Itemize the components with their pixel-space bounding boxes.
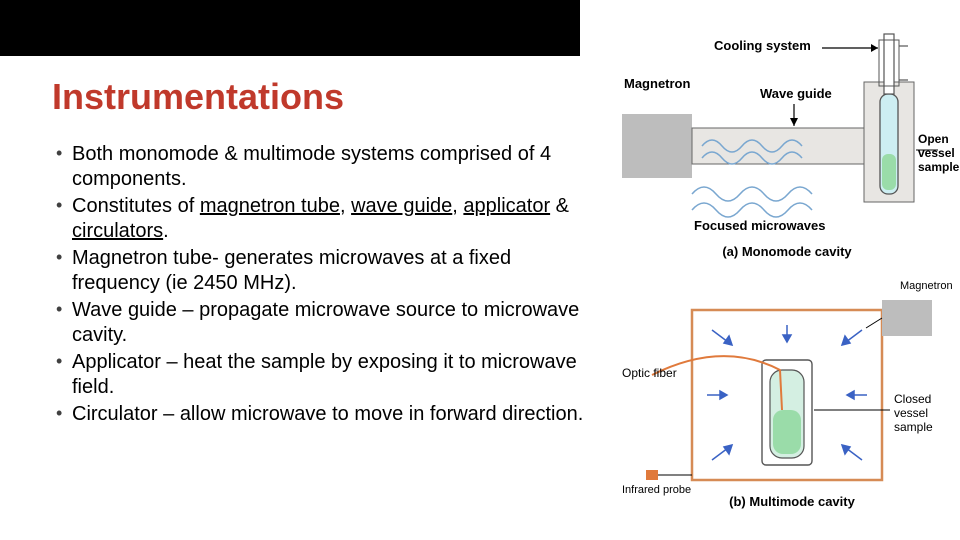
diagram-multimode: Magnetron Optic fiber Infrared probe Clo… — [622, 280, 952, 530]
list-item: Constitutes of magnetron tube, wave guid… — [56, 194, 596, 244]
bullet-text: Wave guide – propagate microwave source … — [72, 299, 579, 346]
label-magnetron-b: Magnetron — [900, 280, 953, 292]
bullet-text: Circulator – allow microwave to move in … — [72, 403, 583, 425]
label-sample-b: Closed vessel sample — [894, 392, 933, 434]
label-optic: Optic fiber — [622, 366, 677, 380]
list-item: Wave guide – propagate microwave source … — [56, 298, 596, 348]
bullet-list: Both monomode & multimode systems compri… — [56, 142, 596, 429]
list-item: Applicator – heat the sample by exposing… — [56, 350, 596, 400]
bullet-text: Constitutes of magnetron tube, wave guid… — [72, 195, 569, 242]
page-title: Instrumentations — [52, 76, 344, 118]
bullet-text: Applicator – heat the sample by exposing… — [72, 351, 577, 398]
label-focused: Focused microwaves — [694, 218, 826, 233]
bullet-text: Magnetron tube- generates microwaves at … — [72, 247, 511, 294]
list-item: Circulator – allow microwave to move in … — [56, 402, 596, 427]
label-waveguide: Wave guide — [760, 86, 832, 101]
list-item: Both monomode & multimode systems compri… — [56, 142, 596, 192]
header-bar — [0, 0, 580, 56]
caption-b: (b) Multimode cavity — [662, 494, 922, 509]
label-cooling: Cooling system — [714, 38, 811, 53]
label-sample-a: Open vessel sample — [918, 132, 959, 174]
diagram-monomode: Cooling system Magnetron Wave guide Open… — [622, 22, 952, 272]
bullet-text: Both monomode & multimode systems compri… — [72, 143, 551, 190]
monomode-svg — [622, 22, 952, 272]
caption-a: (a) Monomode cavity — [622, 244, 952, 259]
list-item: Magnetron tube- generates microwaves at … — [56, 246, 596, 296]
label-magnetron-a: Magnetron — [624, 76, 690, 91]
